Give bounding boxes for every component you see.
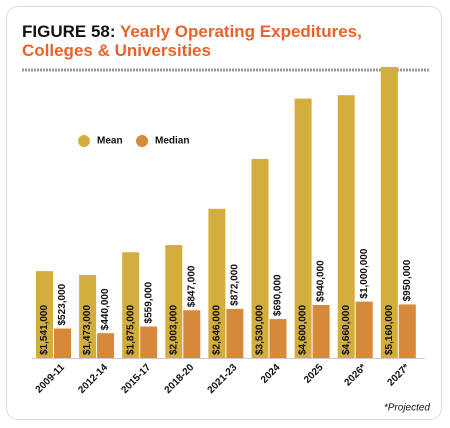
bar	[54, 328, 71, 358]
value-label: $1,473,000	[82, 305, 93, 355]
x-tick-label: 2015-17	[119, 362, 153, 396]
value-label: $5,160,000	[384, 305, 395, 355]
value-label: $1,000,000	[359, 248, 370, 298]
bar	[36, 271, 53, 358]
value-label: $690,000	[273, 274, 284, 316]
bar	[165, 245, 183, 358]
legend-swatch	[78, 135, 90, 147]
title-text: Yearly Operating Expeditures, Colleges &…	[22, 22, 362, 60]
value-label: $440,000	[100, 288, 111, 330]
bar	[140, 326, 158, 358]
value-label: $1,875,000	[125, 305, 136, 355]
bar	[337, 95, 355, 358]
bar	[208, 208, 226, 358]
value-label: $523,000	[57, 283, 68, 325]
bar	[269, 319, 287, 358]
value-label: $847,000	[186, 265, 197, 307]
value-label: $559,000	[143, 281, 154, 323]
bar	[398, 304, 416, 358]
legend-swatch	[136, 135, 148, 147]
bar	[251, 158, 269, 358]
value-label: $950,000	[402, 259, 413, 301]
value-label: $1,541,000	[39, 305, 50, 355]
legend-label: Median	[155, 136, 189, 147]
x-tick-label: 2026*	[342, 362, 368, 388]
legend-label: Mean	[97, 136, 123, 147]
bar	[183, 310, 201, 358]
value-label: $3,530,000	[255, 305, 266, 355]
bar	[312, 304, 330, 358]
value-label: $2,003,000	[168, 305, 179, 355]
figure-label: FIGURE 58:	[22, 22, 116, 41]
bar	[122, 252, 140, 358]
x-tick-label: 2024	[259, 362, 283, 386]
bar	[380, 67, 398, 358]
value-label: $4,660,000	[341, 305, 352, 355]
x-tick-label: 2018-20	[163, 362, 197, 396]
bar	[355, 301, 373, 358]
bar	[294, 98, 312, 359]
value-label: $872,000	[230, 264, 241, 306]
x-tick-label: 2021-23	[206, 362, 240, 396]
x-tick-label: 2012-14	[76, 362, 110, 396]
value-label: $2,646,000	[212, 305, 223, 355]
bar	[226, 308, 244, 358]
x-tick-label: 2027*	[386, 362, 412, 388]
x-tick-label: 2025	[302, 362, 326, 386]
footnote: *Projected	[384, 403, 431, 414]
chart-title: FIGURE 58: Yearly Operating Expeditures,…	[22, 22, 382, 60]
value-label: $4,600,000	[298, 305, 309, 355]
card	[6, 6, 442, 420]
value-label: $940,000	[316, 260, 327, 302]
bar	[79, 274, 97, 358]
x-tick-label: 2009-11	[34, 362, 68, 396]
bar	[97, 333, 115, 358]
